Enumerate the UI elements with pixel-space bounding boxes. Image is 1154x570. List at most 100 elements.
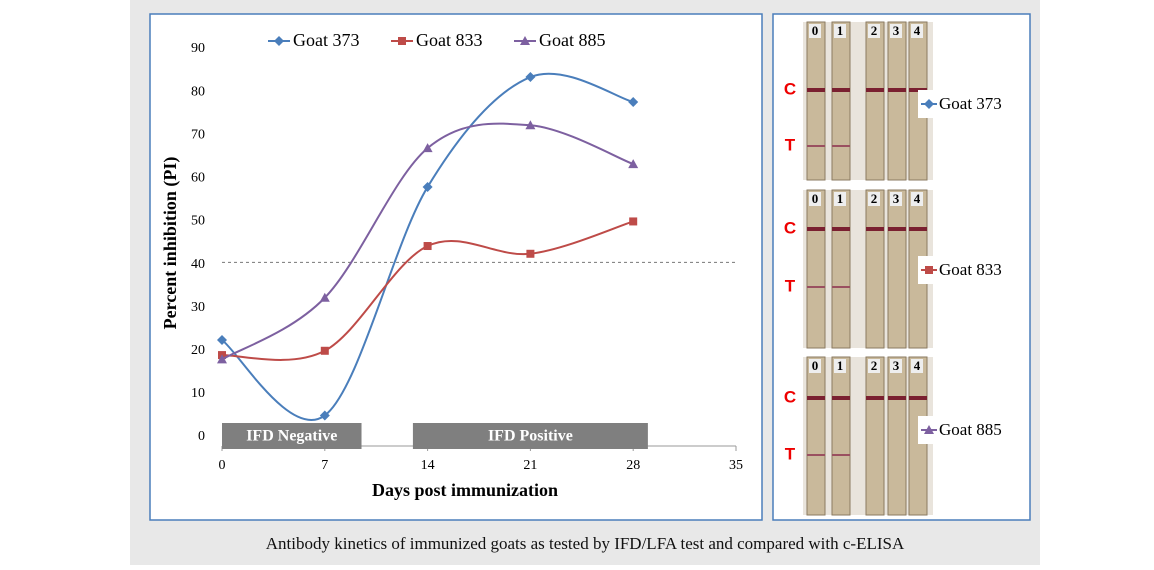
control-band [909,227,927,231]
test-band [807,286,825,288]
lane-label-bg [890,24,902,38]
lane-label-bg [911,24,923,38]
legend-marker [398,37,406,45]
y-tick-label: 80 [191,84,205,99]
data-point [217,354,227,364]
series-line [221,122,634,361]
lane-label: 2 [871,358,878,373]
y-tick-label: 10 [191,386,205,401]
y-tick-label: 30 [191,300,205,315]
strip [806,189,826,349]
lane-label-bg [834,192,846,206]
strip [831,356,851,516]
caption: Antibody kinetics of immunized goats as … [266,534,905,553]
lane-label-bg [809,359,821,373]
strip [887,356,907,516]
lane-label-bg [911,192,923,206]
lane-label: 4 [914,358,921,373]
y-tick-label: 40 [191,257,205,272]
strip [887,21,907,181]
lane-label: 1 [837,358,844,373]
lane-label: 1 [837,191,844,206]
control-band [888,396,906,400]
control-band [832,396,850,400]
x-axis-label: Days post immunization [372,480,558,500]
y-tick-label: 20 [191,343,205,358]
strip-legend-label: Goat 833 [939,260,1002,279]
lane-label: 1 [837,23,844,38]
test-band [832,286,850,288]
y-axis-label: Percent inhibition (PI) [160,157,181,330]
data-point [628,97,639,108]
y-tick-label: 90 [191,41,205,56]
y-tick-label: 70 [191,127,205,142]
legend-marker [520,36,530,45]
annotation-label: IFD Negative [246,428,337,445]
strip-legend-marker [925,266,933,274]
strip [831,189,851,349]
data-point [629,217,638,226]
data-point [319,292,330,302]
series-line [221,72,634,421]
lane-label-bg [809,24,821,38]
test-band [807,454,825,456]
x-tick-label: 14 [421,458,435,473]
lane-label: 2 [871,23,878,38]
control-band [866,227,884,231]
strip [865,189,885,349]
strip-legend-marker [924,99,934,109]
legend-marker [274,36,284,46]
lane-label: 0 [812,23,819,38]
control-band [888,227,906,231]
lane-label: 3 [893,23,900,38]
lane-label: 3 [893,358,900,373]
legend-label: Goat 833 [416,30,483,50]
strip-legend-marker [924,425,934,434]
y-tick-label: 50 [191,214,205,229]
test-label: T [785,276,796,295]
annotation-label: IFD Positive [488,428,573,445]
data-point [422,143,433,153]
lane-label-bg [868,359,880,373]
control-label: C [784,387,796,406]
lane-label-bg [809,192,821,206]
test-label: T [785,135,796,154]
control-band [807,396,825,400]
lane-label: 3 [893,191,900,206]
data-point [628,159,639,169]
strip [865,356,885,516]
x-tick-label: 7 [321,458,328,473]
lane-label-bg [911,359,923,373]
lane-label-bg [890,192,902,206]
control-band [832,88,850,92]
legend-label: Goat 373 [293,30,360,50]
control-band [807,227,825,231]
data-point [423,242,432,251]
control-band [909,396,927,400]
control-band [866,88,884,92]
data-point [526,249,535,258]
x-tick-label: 35 [729,458,743,473]
strip-legend-label: Goat 373 [939,94,1002,113]
data-point [320,346,329,355]
data-point [217,335,227,345]
data-point [422,181,433,192]
strip [806,21,826,181]
lane-label-bg [868,192,880,206]
control-band [866,396,884,400]
legend-label: Goat 885 [539,30,606,50]
lane-label: 4 [914,23,921,38]
x-tick-label: 21 [523,458,537,473]
annotation-bar [412,423,648,449]
annotation-bar [222,423,362,449]
control-band [832,227,850,231]
lane-label-bg [834,359,846,373]
lane-label-bg [868,24,880,38]
lane-label-bg [890,359,902,373]
lane-label: 0 [812,191,819,206]
x-tick-label: 28 [626,458,640,473]
test-label: T [785,444,796,463]
strip [887,189,907,349]
control-label: C [784,79,796,98]
